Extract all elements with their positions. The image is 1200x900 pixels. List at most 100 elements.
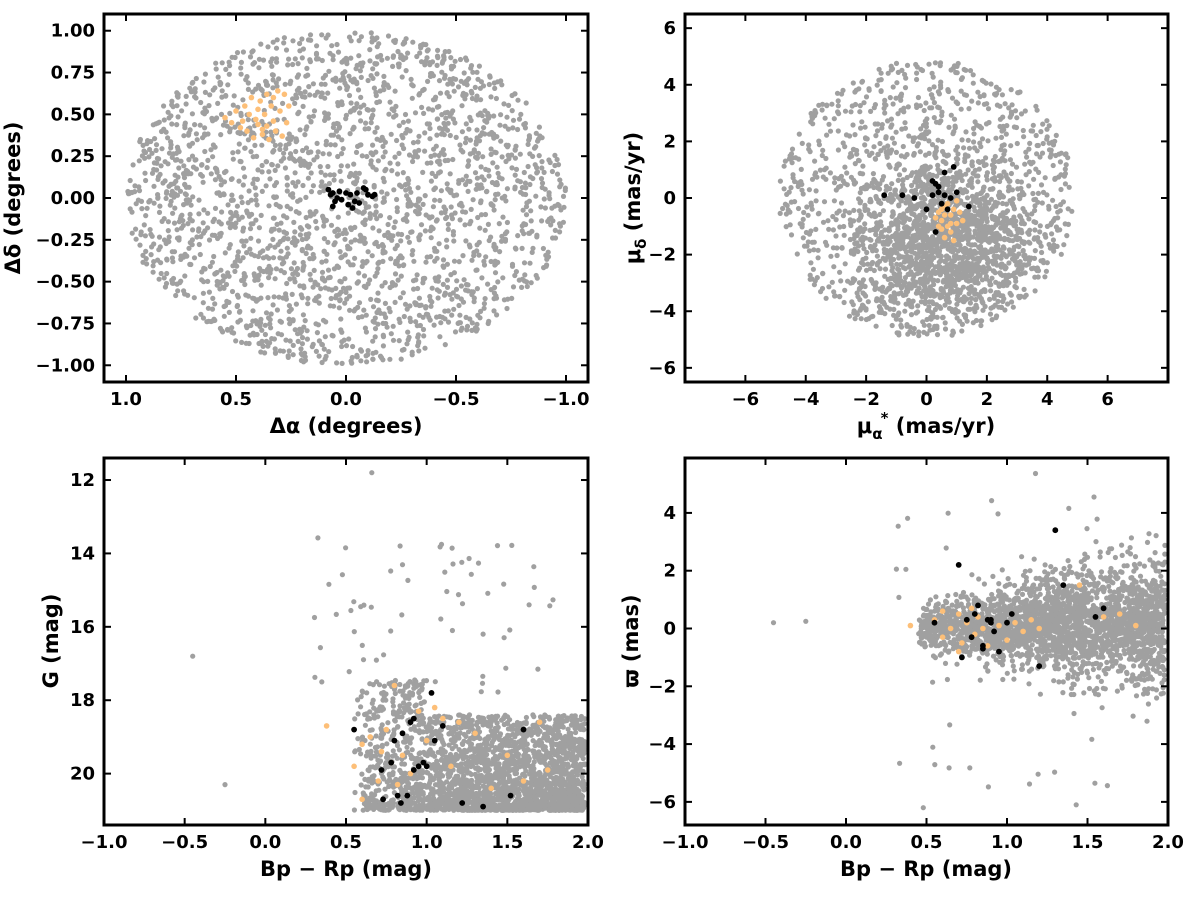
field-star-point — [326, 151, 332, 157]
field-star-point — [224, 298, 230, 304]
panel-position: 1.0 0.5 0.0 −0.5 −1.01.000.750.500.250.00−0.… — [1, 12, 590, 438]
field-star-point — [971, 131, 977, 137]
field-star-point — [935, 137, 941, 143]
field-star-point — [270, 255, 277, 261]
field-star-point — [344, 61, 350, 67]
field-star-point — [213, 166, 220, 172]
field-star-point — [983, 231, 989, 237]
field-star-point — [182, 125, 188, 131]
field-star-point — [831, 264, 837, 270]
field-star-point — [821, 167, 828, 173]
field-star-point — [562, 185, 569, 191]
orange-member-point — [250, 135, 257, 141]
field-star-point — [794, 251, 800, 257]
field-star-point — [811, 239, 817, 245]
field-star-point — [1000, 224, 1006, 230]
field-star-point — [172, 172, 178, 178]
field-star-point — [457, 217, 463, 223]
field-star-point — [898, 107, 904, 113]
field-star-point — [966, 145, 973, 151]
field-star-point — [1009, 187, 1016, 193]
field-star-point — [354, 81, 360, 87]
field-star-point — [337, 278, 343, 284]
field-star-point — [846, 210, 853, 216]
field-star-point — [816, 210, 822, 216]
field-star-point — [404, 306, 410, 312]
field-star-point — [882, 110, 888, 116]
ticks-position: 1.0 0.5 0.0 −0.5 −1.01.000.750.500.250.00−0.… — [36, 14, 590, 410]
field-star-point — [276, 227, 282, 233]
field-star-point — [1026, 183, 1032, 189]
field-star-point — [859, 238, 866, 244]
field-star-point — [375, 266, 381, 272]
field-star-point — [430, 204, 436, 210]
field-star-point — [951, 116, 958, 122]
black-member-point — [354, 190, 360, 196]
field-star-point — [370, 304, 377, 310]
field-star-point — [983, 273, 990, 279]
field-star-point — [347, 131, 353, 137]
field-star-point — [900, 220, 906, 226]
field-star-point — [955, 60, 961, 67]
x-tick-label: −1.0 — [543, 389, 590, 410]
field-star-point — [889, 147, 895, 153]
field-star-point — [1058, 251, 1064, 257]
field-star-point — [169, 255, 175, 261]
field-star-point — [889, 181, 895, 187]
field-star-point — [856, 196, 862, 202]
field-star-point — [957, 261, 963, 267]
field-star-point — [500, 214, 506, 220]
field-star-point — [220, 284, 226, 290]
field-star-point — [358, 94, 364, 100]
black-member-point — [343, 190, 349, 196]
field-star-point — [156, 209, 163, 215]
y-tick-label: −4 — [648, 301, 676, 322]
field-star-point — [200, 290, 206, 296]
field-star-point — [359, 263, 365, 269]
field-star-point — [980, 227, 986, 233]
field-star-point — [307, 32, 314, 38]
field-star-point — [522, 180, 529, 186]
field-star-point — [795, 205, 802, 212]
field-star-point — [1037, 223, 1043, 229]
field-star-point — [856, 208, 862, 214]
field-star-point — [339, 99, 345, 105]
field-star-point — [427, 125, 433, 132]
field-star-point — [322, 334, 328, 340]
field-star-point — [277, 318, 283, 324]
field-star-point — [146, 199, 152, 205]
field-star-point — [348, 239, 354, 245]
field-star-point — [205, 225, 211, 231]
field-star-point — [512, 147, 518, 153]
field-star-point — [158, 163, 164, 169]
field-star-point — [259, 338, 265, 344]
field-star-point — [920, 250, 926, 256]
field-star-point — [958, 76, 965, 82]
field-star-point — [919, 204, 925, 210]
field-star-point — [915, 303, 921, 309]
field-star-point — [560, 193, 567, 199]
field-star-point — [382, 280, 388, 286]
field-star-point — [372, 315, 378, 321]
field-star-point — [463, 238, 469, 244]
field-star-point — [290, 61, 296, 68]
field-star-point — [154, 155, 160, 162]
field-star-point — [879, 229, 885, 235]
field-star-point — [979, 77, 985, 83]
field-star-point — [975, 89, 981, 95]
field-star-point — [198, 311, 204, 317]
field-star-point — [386, 305, 392, 311]
field-star-point — [374, 61, 380, 67]
field-star-point — [310, 183, 316, 189]
field-star-point — [302, 89, 308, 95]
field-star-point — [1009, 299, 1015, 305]
field-star-point — [890, 84, 896, 90]
field-star-point — [356, 300, 363, 306]
field-star-point — [288, 136, 294, 142]
field-star-point — [215, 74, 221, 80]
field-star-point — [458, 147, 464, 153]
field-star-point — [521, 231, 527, 237]
field-star-point — [258, 212, 264, 218]
field-star-point — [1008, 292, 1014, 298]
field-star-point — [830, 227, 837, 233]
